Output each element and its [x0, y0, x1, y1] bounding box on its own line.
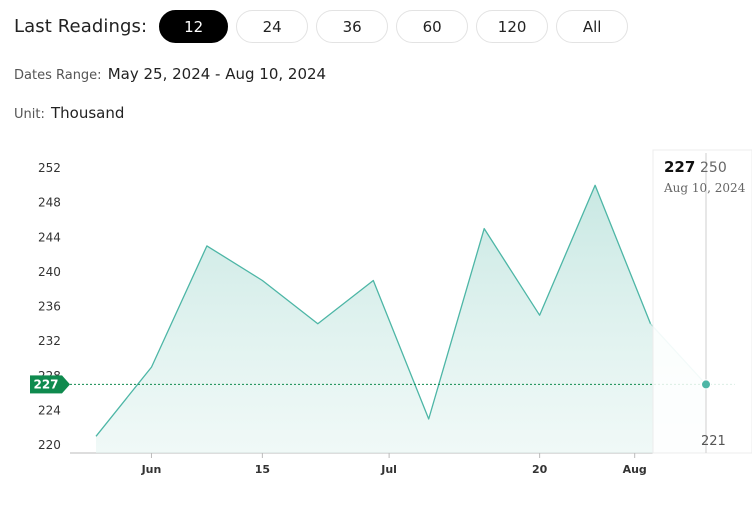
series-line: [95, 184, 652, 437]
y-tick-label: 240: [38, 265, 61, 279]
current-point-marker[interactable]: [701, 379, 711, 390]
x-tick-label: Aug: [623, 463, 647, 476]
x-tick-label: Jul: [380, 463, 397, 476]
y-tick-label: 248: [38, 196, 61, 210]
unit-value: Thousand: [50, 104, 125, 122]
range-button-all[interactable]: All: [556, 10, 629, 43]
range-button-24[interactable]: 24: [236, 10, 309, 43]
dates-range: Dates Range: May 25, 2024 - Aug 10, 2024: [14, 65, 326, 83]
badge-background: [30, 375, 62, 394]
dates-range-value: May 25, 2024 - Aug 10, 2024: [107, 65, 327, 83]
y-tick-label: 244: [38, 230, 61, 244]
y-tick-label: 236: [38, 300, 61, 314]
tooltip-panel: [652, 149, 752, 454]
series-area: [96, 185, 706, 454]
badge-value: 227: [33, 377, 58, 391]
tooltip-max-label: 250: [700, 160, 727, 176]
range-button-36[interactable]: 36: [316, 10, 389, 43]
dates-range-label: Dates Range:: [14, 68, 102, 83]
x-tick-label: 20: [532, 463, 548, 476]
badge-pointer: [62, 375, 70, 394]
last-readings-bar: Last Readings: 12 24 36 60 120 All: [14, 9, 636, 44]
range-button-60[interactable]: 60: [396, 10, 469, 43]
y-tick-label: 224: [38, 403, 61, 417]
last-readings-label: Last Readings:: [14, 16, 148, 37]
y-tick-label: 252: [38, 161, 61, 175]
tooltip-date: Aug 10, 2024: [663, 181, 746, 195]
range-button-120[interactable]: 120: [476, 10, 549, 43]
x-tick-label: 15: [255, 463, 270, 476]
tooltip-value: 227: [664, 158, 695, 176]
x-tick-label: Jun: [141, 463, 162, 476]
y-tick-label: 220: [38, 438, 61, 452]
range-button-12[interactable]: 12: [159, 10, 229, 43]
unit-label: Unit:: [14, 107, 45, 122]
y-tick-label: 232: [38, 334, 61, 348]
unit-info: Unit: Thousand: [14, 104, 124, 122]
current-value-badge: 227: [30, 375, 70, 394]
tooltip-min-label: 221: [701, 434, 726, 449]
